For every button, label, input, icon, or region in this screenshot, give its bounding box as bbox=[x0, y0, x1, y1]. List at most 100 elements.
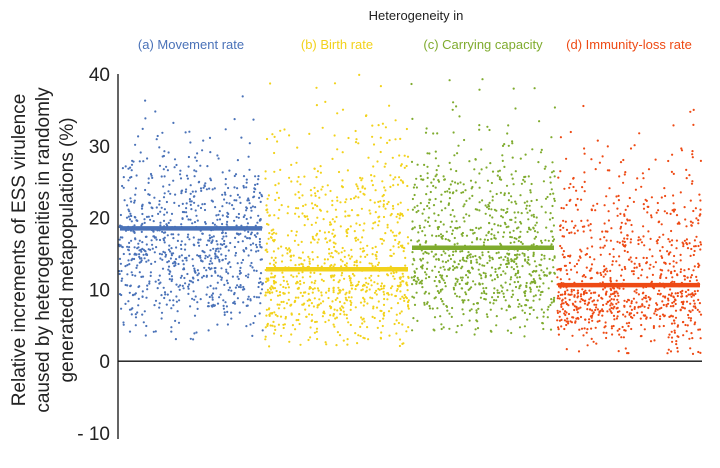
scatter-point bbox=[163, 241, 166, 244]
scatter-point bbox=[333, 134, 336, 137]
scatter-point bbox=[246, 304, 249, 307]
scatter-point bbox=[168, 299, 171, 302]
scatter-point bbox=[526, 230, 529, 233]
scatter-point bbox=[442, 326, 445, 329]
scatter-point bbox=[632, 273, 635, 276]
scatter-point bbox=[172, 252, 175, 255]
scatter-point bbox=[383, 165, 386, 168]
scatter-point bbox=[128, 330, 132, 333]
scatter-point bbox=[128, 241, 131, 244]
scatter-point bbox=[426, 176, 429, 179]
scatter-point bbox=[679, 253, 682, 256]
scatter-point bbox=[307, 255, 310, 258]
scatter-point bbox=[644, 297, 647, 300]
scatter-point bbox=[355, 222, 358, 225]
scatter-point bbox=[679, 270, 682, 274]
scatter-point bbox=[540, 258, 543, 261]
scatter-point bbox=[492, 302, 495, 305]
scatter-point bbox=[345, 313, 348, 316]
scatter-point bbox=[185, 207, 188, 210]
scatter-point bbox=[373, 291, 377, 294]
scatter-point bbox=[396, 221, 399, 224]
scatter-point bbox=[467, 299, 470, 302]
scatter-point bbox=[440, 297, 443, 301]
scatter-point bbox=[361, 322, 364, 325]
scatter-point bbox=[182, 287, 185, 290]
scatter-point bbox=[456, 242, 459, 245]
scatter-point bbox=[609, 276, 612, 280]
scatter-point bbox=[669, 305, 673, 308]
scatter-point bbox=[177, 321, 181, 324]
scatter-point bbox=[313, 282, 316, 285]
scatter-point bbox=[507, 199, 510, 202]
scatter-point bbox=[259, 258, 262, 261]
scatter-point bbox=[437, 214, 440, 217]
scatter-point bbox=[519, 194, 522, 197]
scatter-point bbox=[453, 260, 456, 263]
scatter-point bbox=[272, 287, 275, 290]
scatter-point bbox=[417, 231, 420, 234]
scatter-point bbox=[419, 226, 422, 230]
scatter-point bbox=[471, 255, 475, 258]
scatter-point bbox=[308, 257, 311, 260]
scatter-point bbox=[302, 291, 306, 294]
scatter-point bbox=[337, 281, 340, 284]
scatter-point bbox=[176, 239, 179, 242]
scatter-point bbox=[542, 327, 545, 331]
scatter-point bbox=[448, 312, 451, 315]
scatter-point bbox=[141, 204, 144, 207]
scatter-point bbox=[458, 115, 461, 118]
scatter-point bbox=[133, 199, 136, 202]
scatter-point bbox=[455, 169, 458, 173]
scatter-point bbox=[523, 311, 527, 314]
scatter-point bbox=[470, 266, 474, 269]
scatter-point bbox=[524, 294, 527, 297]
scatter-point bbox=[151, 243, 154, 246]
scatter-point bbox=[301, 303, 304, 306]
scatter-point bbox=[460, 191, 463, 194]
scatter-point bbox=[382, 215, 386, 219]
scatter-point bbox=[353, 264, 356, 267]
scatter-point bbox=[399, 297, 402, 300]
scatter-point bbox=[503, 143, 506, 146]
scatter-point bbox=[158, 146, 161, 149]
scatter-point bbox=[537, 289, 540, 292]
scatter-point bbox=[274, 274, 277, 277]
scatter-point bbox=[369, 296, 372, 299]
scatter-point bbox=[528, 286, 532, 289]
scatter-point bbox=[386, 223, 389, 226]
scatter-point bbox=[564, 297, 567, 300]
scatter-point bbox=[449, 257, 452, 261]
scatter-point bbox=[452, 191, 455, 194]
scatter-point bbox=[524, 259, 527, 262]
scatter-point bbox=[214, 271, 217, 274]
scatter-point bbox=[398, 240, 401, 244]
scatter-point bbox=[488, 255, 491, 258]
scatter-point bbox=[411, 295, 414, 298]
scatter-point bbox=[399, 201, 402, 204]
scatter-point bbox=[424, 250, 427, 254]
scatter-point bbox=[371, 184, 374, 187]
scatter-point bbox=[189, 203, 192, 206]
scatter-point bbox=[505, 184, 509, 187]
scatter-point bbox=[192, 277, 195, 280]
scatter-point bbox=[510, 260, 513, 263]
scatter-point bbox=[275, 232, 278, 235]
scatter-point bbox=[432, 132, 435, 135]
scatter-point bbox=[509, 241, 512, 244]
scatter-point bbox=[667, 293, 671, 296]
scatter-point bbox=[663, 210, 666, 213]
scatter-point bbox=[531, 148, 534, 151]
scatter-point bbox=[532, 299, 535, 302]
scatter-point bbox=[424, 131, 428, 134]
scatter-point bbox=[382, 317, 385, 320]
scatter-point bbox=[393, 322, 396, 326]
scatter-point bbox=[477, 268, 480, 271]
scatter-point bbox=[359, 255, 362, 258]
scatter-point bbox=[693, 249, 696, 253]
scatter-point bbox=[225, 235, 228, 238]
scatter-point bbox=[281, 254, 284, 257]
scatter-point bbox=[605, 336, 608, 340]
scatter-point bbox=[273, 282, 276, 285]
scatter-point bbox=[382, 199, 385, 202]
